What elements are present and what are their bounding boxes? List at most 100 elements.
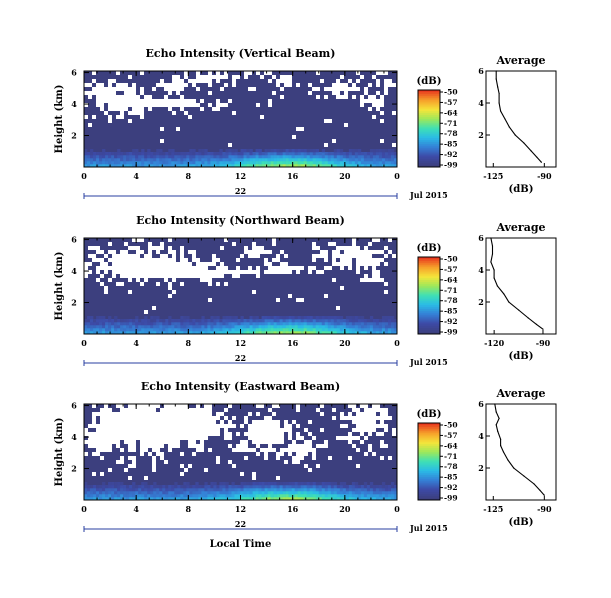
missing-data-cell <box>188 115 192 119</box>
missing-data-cell <box>140 270 144 274</box>
missing-data-cell <box>136 404 140 408</box>
heatmap-cell <box>147 152 151 156</box>
heatmap-cell <box>165 497 169 501</box>
missing-data-cell <box>368 278 372 282</box>
missing-data-cell <box>192 270 196 274</box>
missing-data-cell <box>180 87 184 91</box>
colorbar-segment <box>418 118 440 122</box>
heatmap-cell <box>369 328 374 332</box>
missing-data-cell <box>156 424 160 428</box>
missing-data-cell <box>116 416 120 420</box>
heatmap-cell <box>138 319 142 323</box>
heatmap-cell <box>363 164 368 168</box>
heatmap-cell <box>168 158 172 162</box>
heatmap-cell <box>318 482 323 486</box>
missing-data-cell <box>164 432 168 436</box>
heatmap-cell <box>321 322 326 326</box>
missing-data-cell <box>240 424 244 428</box>
missing-data-cell <box>116 83 120 87</box>
missing-data-cell <box>348 404 352 408</box>
missing-data-cell <box>160 424 164 428</box>
heatmap-cell <box>183 325 187 329</box>
heatmap-cell <box>141 155 145 159</box>
heatmap-cell <box>129 164 133 168</box>
heatmap-cell <box>114 488 118 492</box>
heatmap-cell <box>243 319 247 323</box>
profile-point <box>496 285 498 287</box>
missing-data-cell <box>376 424 380 428</box>
missing-data-cell <box>140 452 144 456</box>
missing-data-cell <box>360 432 364 436</box>
heatmap-cell <box>99 485 103 489</box>
heatmap-cell <box>366 485 371 489</box>
missing-data-cell <box>208 408 212 412</box>
missing-data-cell <box>128 119 132 123</box>
missing-data-cell <box>376 107 380 111</box>
missing-data-cell <box>276 266 280 270</box>
colorbar-segment <box>418 498 440 501</box>
missing-data-cell <box>236 444 240 448</box>
missing-data-cell <box>272 75 276 79</box>
missing-data-cell <box>204 412 208 416</box>
missing-data-cell <box>380 139 384 143</box>
heatmap-cell <box>213 325 217 329</box>
missing-data-cell <box>96 246 100 250</box>
heatmap-cell <box>342 155 347 159</box>
heatmap-cell <box>267 494 271 498</box>
heatmap-cell <box>261 322 265 326</box>
missing-data-cell <box>136 254 140 258</box>
missing-data-cell <box>128 440 132 444</box>
heatmap-cell <box>384 158 389 162</box>
heatmap-cell <box>123 152 127 156</box>
missing-data-cell <box>308 432 312 436</box>
missing-data-cell <box>296 408 300 412</box>
heatmap-cell <box>261 485 265 489</box>
heatmap-cell <box>180 485 184 489</box>
missing-data-cell <box>216 460 220 464</box>
missing-data-cell <box>224 408 228 412</box>
missing-data-cell <box>132 416 136 420</box>
missing-data-cell <box>336 79 340 83</box>
heatmap-cell <box>183 491 187 495</box>
missing-data-cell <box>348 258 352 262</box>
heatmap-cell <box>321 491 326 495</box>
heatmap-cell <box>180 316 184 320</box>
missing-data-cell <box>348 87 352 91</box>
heatmap-cell <box>84 322 88 326</box>
x-tick-label: 12 <box>235 338 246 348</box>
heatmap-cell <box>210 161 214 165</box>
missing-data-cell <box>276 440 280 444</box>
missing-data-cell <box>124 412 128 416</box>
heatmap-cell <box>144 494 148 498</box>
heatmap-cell <box>309 155 314 159</box>
heatmap-cell <box>102 328 106 332</box>
heatmap-cell <box>255 491 259 495</box>
heatmap-cell <box>354 316 359 320</box>
heatmap-cell <box>264 485 268 489</box>
missing-data-cell <box>288 270 292 274</box>
missing-data-cell <box>216 99 220 103</box>
missing-data-cell <box>196 258 200 262</box>
missing-data-cell <box>204 278 208 282</box>
heatmap-cell <box>297 331 301 335</box>
heatmap-cell <box>306 161 311 165</box>
missing-data-cell <box>84 440 88 444</box>
missing-data-cell <box>192 254 196 258</box>
heatmap-cell <box>168 485 172 489</box>
missing-data-cell <box>212 424 216 428</box>
missing-data-cell <box>132 95 136 99</box>
heatmap-cell <box>234 328 238 332</box>
missing-data-cell <box>116 440 120 444</box>
missing-data-cell <box>380 424 384 428</box>
missing-data-cell <box>120 254 124 258</box>
missing-data-cell <box>172 83 176 87</box>
missing-data-cell <box>284 448 288 452</box>
missing-data-cell <box>88 440 92 444</box>
heatmap-cell <box>294 158 298 162</box>
heatmap-cell <box>372 319 377 323</box>
heatmap-cell <box>117 488 121 492</box>
missing-data-cell <box>180 452 184 456</box>
heatmap-cell <box>273 316 277 320</box>
missing-data-cell <box>372 404 376 408</box>
colorbar-segment <box>418 312 440 316</box>
